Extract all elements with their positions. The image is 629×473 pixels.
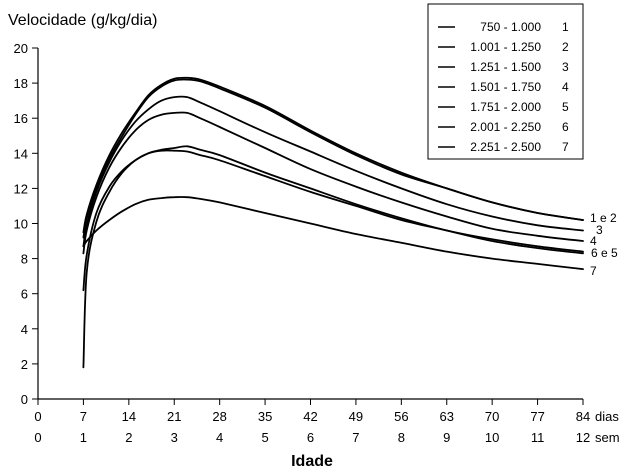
series-line-6 [82,149,584,369]
x-tick-label-weeks: 0 [34,430,41,445]
series-line-7 [82,196,584,270]
series-end-label: 6 e 5 [591,246,618,260]
legend-range: 1.501 - 1.750 [470,80,541,94]
legend-range: 1.251 - 1.500 [470,60,541,74]
y-tick-label: 2 [21,357,28,372]
legend-range: 750 - 1.000 [480,20,541,34]
series-line-5 [82,145,584,292]
x-tick-label-weeks: 12 [576,430,590,445]
x-tick-label-days: 63 [440,409,454,424]
x-axis-label: Idade [291,453,333,470]
y-tick-label: 16 [14,111,28,126]
y-tick-label: 6 [21,287,28,302]
x-tick-label-days: 28 [212,409,226,424]
x-tick-label-weeks: 10 [485,430,499,445]
legend-number: 3 [562,60,569,74]
legend-number: 7 [562,140,569,154]
legend-number: 2 [562,40,569,54]
y-tick-label: 0 [21,392,28,407]
legend-number: 4 [562,80,569,94]
legend-number: 5 [562,100,569,114]
x-tick-label-days: 70 [485,409,499,424]
series-line-3 [82,95,584,248]
x-tick-label-days: 56 [394,409,408,424]
series-end-label: 3 [596,223,603,237]
y-tick-label: 18 [14,76,28,91]
x-tick-label-weeks: 2 [125,430,132,445]
x-tick-label-days: 21 [167,409,181,424]
y-tick-label: 10 [14,217,28,232]
x-tick-label-days: 84 [576,409,590,424]
x-unit-weeks: sem [595,430,620,445]
x-tick-label-days: 35 [258,409,272,424]
x-tick-label-weeks: 3 [171,430,178,445]
x-tick-label-weeks: 7 [352,430,359,445]
series-end-label: 7 [590,264,597,278]
series-line-4 [82,111,584,255]
x-tick-label-days: 77 [530,409,544,424]
series-line-2 [82,76,584,234]
x-tick-label-days: 49 [349,409,363,424]
legend-range: 2.001 - 2.250 [470,120,541,134]
y-tick-label: 12 [14,181,28,196]
x-tick-label-days: 14 [122,409,136,424]
x-tick-label-days: 42 [303,409,317,424]
legend-range: 1.751 - 2.000 [470,100,541,114]
x-tick-label-weeks: 6 [307,430,314,445]
x-unit-days: dias [595,409,619,424]
x-tick-label-weeks: 9 [443,430,450,445]
legend-range: 1.001 - 1.250 [470,40,541,54]
legend-range: 2.251 - 2.500 [470,140,541,154]
series-end-label: 4 [590,234,597,248]
y-tick-label: 8 [21,252,28,267]
y-axis-label: Velocidade (g/kg/dia) [8,12,157,29]
x-tick-label-weeks: 4 [216,430,223,445]
x-tick-label-days: 7 [80,409,87,424]
y-tick-label: 20 [14,41,28,56]
x-tick-label-weeks: 11 [531,430,545,445]
legend-box [427,3,584,160]
series-end-label: 1 e 2 [590,211,617,225]
y-tick-label: 4 [21,322,28,337]
legend-number: 1 [562,20,569,34]
x-tick-label-weeks: 1 [80,430,87,445]
x-tick-label-days: 0 [34,409,41,424]
legend-number: 6 [562,120,569,134]
x-tick-label-weeks: 8 [398,430,405,445]
y-tick-label: 14 [14,146,28,161]
legend: 750 - 1.000 1 1.001 - 1.250 2 1.251 - 1.500 3… [427,3,584,160]
x-tick-label-weeks: 5 [261,430,268,445]
